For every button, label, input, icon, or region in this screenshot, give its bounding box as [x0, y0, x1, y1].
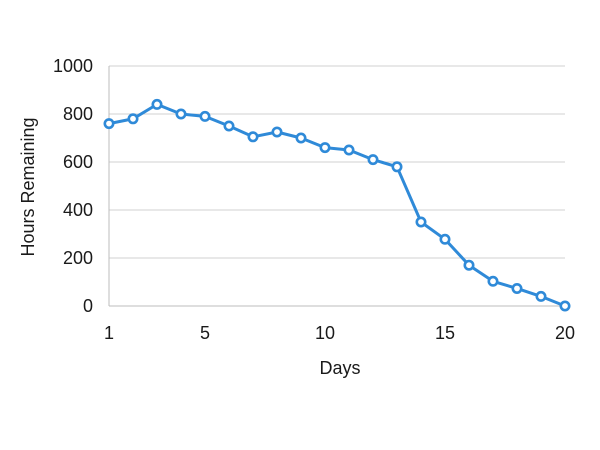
- x-tick-label: 10: [315, 323, 335, 343]
- x-tick-labels: 1 5 10 15 20: [104, 323, 575, 343]
- data-point: [223, 120, 235, 132]
- data-point: [367, 154, 379, 166]
- data-point: [439, 233, 451, 245]
- data-point: [535, 290, 547, 302]
- gridlines: [109, 65, 565, 259]
- axes: [108, 66, 565, 307]
- y-axis-title: Hours Remaining: [18, 117, 38, 256]
- x-tick-label: 5: [200, 323, 210, 343]
- data-point: [487, 275, 499, 287]
- data-point: [103, 118, 115, 130]
- y-tick-label: 0: [83, 296, 93, 316]
- series-line: [108, 102, 566, 308]
- x-axis-title: Days: [319, 358, 360, 378]
- y-tick-label: 1000: [53, 56, 93, 76]
- data-point: [319, 142, 331, 154]
- data-point: [271, 126, 283, 138]
- y-tick-label: 400: [63, 200, 93, 220]
- x-tick-label: 15: [435, 323, 455, 343]
- series: [103, 98, 571, 312]
- data-point: [127, 113, 139, 125]
- y-tick-label: 800: [63, 104, 93, 124]
- y-tick-label: 600: [63, 152, 93, 172]
- data-point: [463, 259, 475, 271]
- y-tick-labels: 0 200 400 600 800 1000: [53, 56, 93, 316]
- x-tick-label: 1: [104, 323, 114, 343]
- data-point: [511, 282, 523, 294]
- data-point: [175, 108, 187, 120]
- data-point: [151, 98, 163, 110]
- data-point: [391, 161, 403, 173]
- data-point: [559, 300, 571, 312]
- y-tick-label: 200: [63, 248, 93, 268]
- data-point: [199, 110, 211, 122]
- data-point: [295, 132, 307, 144]
- data-point: [415, 216, 427, 228]
- data-point: [247, 131, 259, 143]
- data-point: [343, 144, 355, 156]
- x-tick-label: 20: [555, 323, 575, 343]
